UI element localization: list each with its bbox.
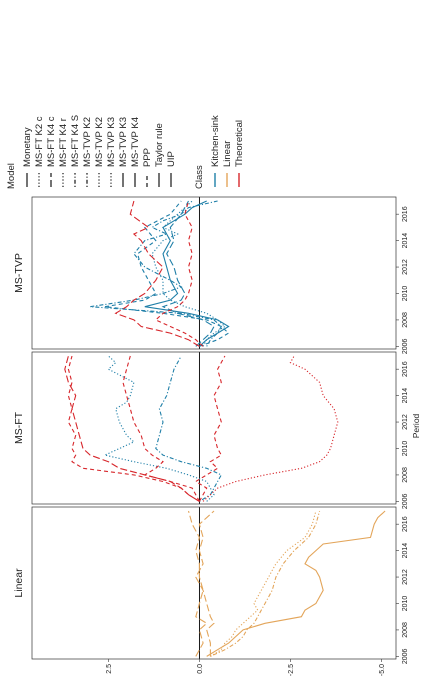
legend-model-label: Monetary (22, 127, 33, 167)
series-line (64, 355, 200, 502)
series-line (210, 510, 321, 657)
y-axis: -5.0 -2.5 0.0 2.5 (106, 659, 386, 676)
facet-panels: Linear 2006 2008 2010 2012 2014 2016 MS-FT 2006 2… (13, 196, 409, 664)
legend-model-label: Taylor rule (154, 123, 165, 167)
panel-ms-ft: MS-FT 2006 2008 2010 2012 2014 2016 (13, 351, 409, 509)
series-line (114, 200, 200, 347)
legend-model-label: PPP (142, 148, 153, 167)
series-line (195, 510, 215, 657)
legend-class-label: Theoretical (234, 120, 245, 167)
x-axis-label: Period (411, 413, 421, 438)
legend-model-title: Model (6, 163, 17, 189)
x-tick-label: 2008 (402, 312, 409, 328)
series-line (144, 200, 230, 347)
series-line (187, 510, 208, 657)
series-line (206, 510, 386, 657)
legend-model-label: UIP (166, 151, 177, 167)
legend-model-label: MS-FT K4 S (70, 115, 81, 167)
x-tick-label: 2016 (402, 206, 409, 222)
x-tick-label: 2014 (402, 388, 409, 404)
series-line (67, 355, 200, 502)
x-tick-label: 2012 (402, 414, 409, 430)
x-tick-label: 2016 (402, 516, 409, 532)
x-tick-label: 2014 (402, 543, 409, 559)
series-line (194, 355, 226, 502)
legend-model-label: MS-TVP K3 (106, 117, 117, 167)
y-tick-label: -2.5 (288, 664, 295, 676)
panel-border (31, 351, 397, 505)
panel-linear: Linear 2006 2008 2010 2012 2014 2016 (13, 506, 409, 664)
series-line (90, 200, 222, 347)
x-tick-label: 2006 (402, 493, 409, 509)
panel-ms-tvp: MS-TVP 2006 2008 2010 2012 2014 2016 (13, 196, 409, 354)
series-line (103, 355, 215, 502)
x-tick-label: 2006 (402, 338, 409, 354)
x-tick-label: 2010 (402, 441, 409, 457)
y-tick-label: 2.5 (106, 664, 113, 674)
series-line (104, 200, 230, 347)
facet-strip-label: MS-FT (13, 411, 25, 444)
x-tick-label: 2010 (402, 596, 409, 612)
series-group (64, 355, 339, 502)
legend-model-label: MS-TVP K2 (94, 117, 105, 167)
x-tick-label: 2008 (402, 467, 409, 483)
y-tick-label: 0.0 (197, 664, 204, 674)
legend-class-title: Class (194, 165, 205, 189)
legend-model-label: MS-TVP K4 (130, 117, 141, 167)
x-tick-label: 2010 (402, 286, 409, 302)
series-group (187, 510, 386, 657)
legend-model-label: MS-FT K2 c (34, 116, 45, 167)
series-line (151, 200, 226, 347)
series-line (202, 355, 339, 502)
legend-model-label: MS-FT K4 r (58, 118, 69, 167)
x-tick-label: 2006 (402, 648, 409, 664)
legend-class-label: Linear (222, 141, 233, 167)
legend-model-label: MS-TVP K3 (118, 117, 129, 167)
x-tick-label: 2008 (402, 622, 409, 638)
facet-strip-label: Linear (13, 568, 25, 598)
x-tick-label: 2016 (402, 361, 409, 377)
series-line (154, 200, 204, 347)
series-line (210, 510, 317, 657)
legend-class-label: Kitchen-sink (210, 115, 221, 167)
legend-model-label: MS-FT K4 c (46, 116, 57, 167)
series-line (161, 200, 215, 347)
x-tick-label: 2014 (402, 233, 409, 249)
series-line (155, 355, 223, 502)
series-group (90, 200, 230, 347)
x-tick-label: 2012 (402, 259, 409, 275)
panel-border (31, 196, 397, 350)
facet-strip-label: MS-TVP (13, 253, 25, 293)
panel-border (31, 506, 397, 660)
y-tick-label: -5.0 (379, 664, 386, 676)
x-tick-label: 2012 (402, 569, 409, 585)
legend-model-label: MS-TVP K2 (82, 117, 93, 167)
